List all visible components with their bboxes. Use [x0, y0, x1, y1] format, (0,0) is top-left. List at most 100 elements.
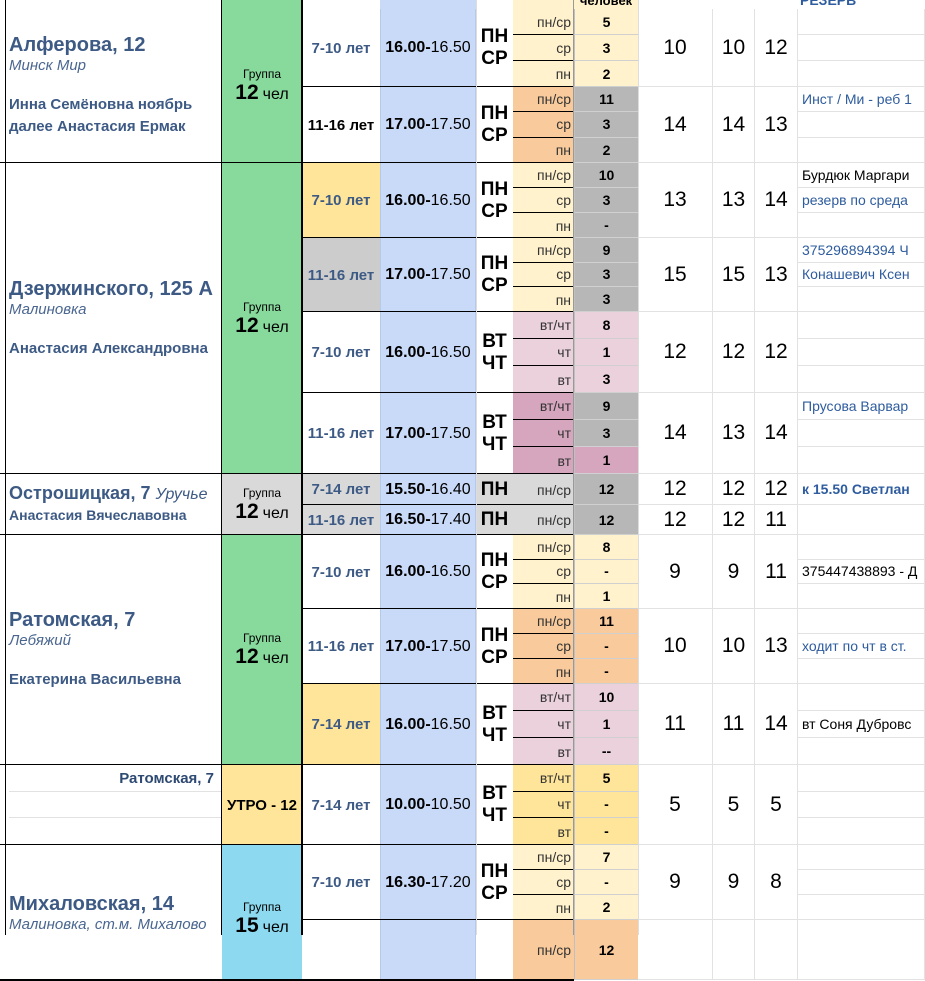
- enrolled-count[interactable]: 5: [574, 765, 638, 792]
- reserve-note[interactable]: 375447438893 - Д: [798, 559, 925, 585]
- reserve-note[interactable]: Прусова Варвар: [798, 393, 925, 420]
- reserve-note[interactable]: [798, 584, 925, 609]
- enrolled-count[interactable]: 8: [574, 312, 638, 339]
- enrolled-count[interactable]: 3: [574, 112, 638, 138]
- total-count: [638, 920, 713, 980]
- reserve-note[interactable]: [798, 535, 925, 560]
- reserve-note[interactable]: к 15.50 Светлан: [798, 474, 925, 505]
- reserve-note[interactable]: [798, 339, 925, 366]
- enrolled-count[interactable]: -: [574, 791, 638, 819]
- reserve-note[interactable]: [798, 9, 925, 35]
- enrolled-count[interactable]: --: [574, 738, 638, 765]
- reserve-note[interactable]: ходит по чт в ст.: [798, 634, 925, 659]
- address-title: Михаловская, 14: [9, 892, 174, 915]
- enrolled-count[interactable]: 3: [574, 35, 638, 61]
- reserve-note[interactable]: [798, 112, 925, 138]
- reserve-note[interactable]: резерв по среда: [798, 188, 925, 213]
- reserve-note[interactable]: Инст / Ми - реб 1: [798, 87, 925, 113]
- enrolled-count[interactable]: 2: [574, 895, 638, 920]
- enrolled-count[interactable]: 9: [574, 393, 638, 420]
- day-label: ср: [513, 262, 574, 288]
- enrolled-count[interactable]: -: [574, 870, 638, 895]
- time-end: 10.50: [430, 796, 471, 813]
- total-count: 12: [638, 474, 713, 505]
- class-time: 17.00- 17.50: [380, 393, 476, 474]
- enrolled-count[interactable]: 1: [574, 447, 638, 474]
- enrolled-count[interactable]: 3: [574, 366, 638, 393]
- header-cell: [222, 0, 302, 9]
- time-end: 17.20: [430, 873, 471, 891]
- enrolled-count[interactable]: 1: [574, 711, 638, 738]
- enrolled-count[interactable]: 3: [574, 287, 638, 312]
- enrolled-count[interactable]: 7: [574, 845, 638, 870]
- reserve-note[interactable]: [798, 35, 925, 61]
- reserve-note[interactable]: [798, 366, 925, 393]
- enrolled-count[interactable]: 12: [574, 474, 638, 505]
- enrolled-count[interactable]: 10: [574, 163, 638, 188]
- day-label: ср: [513, 559, 574, 585]
- enrolled-count[interactable]: -: [574, 213, 638, 238]
- address-cell[interactable]: Дзержинского, 125 А Малиновка Анастасия Ал…: [0, 163, 222, 474]
- day-label: вт: [513, 818, 574, 845]
- reserve-note[interactable]: [798, 609, 925, 634]
- reserve-note[interactable]: [798, 870, 925, 895]
- address-title: Дзержинского, 125 А: [9, 277, 213, 300]
- reserve-note[interactable]: [798, 312, 925, 339]
- address-cell[interactable]: Алферова, 12 Минск Мир Инна Семёновна нояб…: [0, 9, 222, 163]
- enrolled-count[interactable]: 3: [574, 262, 638, 288]
- enrolled-count[interactable]: 3: [574, 188, 638, 213]
- enrolled-count[interactable]: 8: [574, 535, 638, 560]
- address-line: Острошицкая, 7 Уручье: [9, 483, 208, 504]
- reserve-note[interactable]: [798, 738, 925, 765]
- reserve-note[interactable]: Бурдюк Маргари: [798, 163, 925, 188]
- reserve-note[interactable]: [798, 765, 925, 792]
- day-label: пн: [513, 659, 574, 684]
- enrolled-count[interactable]: -: [574, 659, 638, 684]
- enrolled-count[interactable]: -: [574, 818, 638, 845]
- reserve-note[interactable]: [798, 818, 925, 845]
- total-count: 15: [713, 238, 755, 312]
- reserve-note[interactable]: 375296894394 Ч: [798, 238, 925, 263]
- enrolled-count[interactable]: 12: [574, 505, 638, 535]
- count-column-header: человек: [579, 0, 633, 8]
- reserve-note[interactable]: [798, 61, 925, 87]
- reserve-note[interactable]: [798, 505, 925, 535]
- reserve-note[interactable]: [798, 845, 925, 870]
- enrolled-count[interactable]: 1: [574, 584, 638, 609]
- reserve-note[interactable]: [798, 447, 925, 474]
- reserve-note[interactable]: [798, 895, 925, 920]
- reserve-note[interactable]: вт Соня Дубровс: [798, 711, 925, 738]
- reserve-note[interactable]: [798, 659, 925, 684]
- day-label: вт: [513, 738, 574, 765]
- address-title: Ратомская, 7: [9, 609, 136, 631]
- address-cell[interactable]: Ратомская, 7: [0, 765, 222, 845]
- enrolled-count[interactable]: 1: [574, 339, 638, 366]
- enrolled-count[interactable]: 2: [574, 61, 638, 87]
- enrolled-count[interactable]: 9: [574, 238, 638, 263]
- reserve-note[interactable]: Конашевич Ксен: [798, 262, 925, 288]
- address-cell[interactable]: Ратомская, 7 Лебяжий Екатерина Васильевна: [0, 535, 222, 765]
- enrolled-count[interactable]: 3: [574, 420, 638, 447]
- reserve-note[interactable]: [798, 137, 925, 163]
- enrolled-count[interactable]: 5: [574, 9, 638, 35]
- enrolled-count[interactable]: 11: [574, 609, 638, 634]
- enrolled-count[interactable]: 10: [574, 684, 638, 711]
- enrolled-count[interactable]: 11: [574, 87, 638, 113]
- weekday-label: ПН: [480, 550, 509, 571]
- total-count: 12: [755, 474, 798, 505]
- enrolled-count[interactable]: -: [574, 559, 638, 585]
- reserve-note[interactable]: [798, 287, 925, 312]
- enrolled-count[interactable]: -: [574, 634, 638, 659]
- enrolled-count[interactable]: 12: [574, 920, 638, 980]
- day-label: пн/ср: [513, 920, 574, 980]
- total-count: 9: [713, 845, 755, 920]
- reserve-note[interactable]: [798, 213, 925, 238]
- total-count: 9: [638, 845, 713, 920]
- address-cell[interactable]: Острошицкая, 7 Уручье Анастасия Вячеславов…: [0, 474, 222, 535]
- reserve-note[interactable]: [798, 920, 925, 980]
- enrolled-count[interactable]: 2: [574, 137, 638, 163]
- reserve-note[interactable]: [798, 684, 925, 711]
- reserve-note[interactable]: [798, 791, 925, 819]
- address-cell[interactable]: Михаловская, 14 Малиновка, ст.м. Михалово: [0, 845, 222, 980]
- reserve-note[interactable]: [798, 420, 925, 447]
